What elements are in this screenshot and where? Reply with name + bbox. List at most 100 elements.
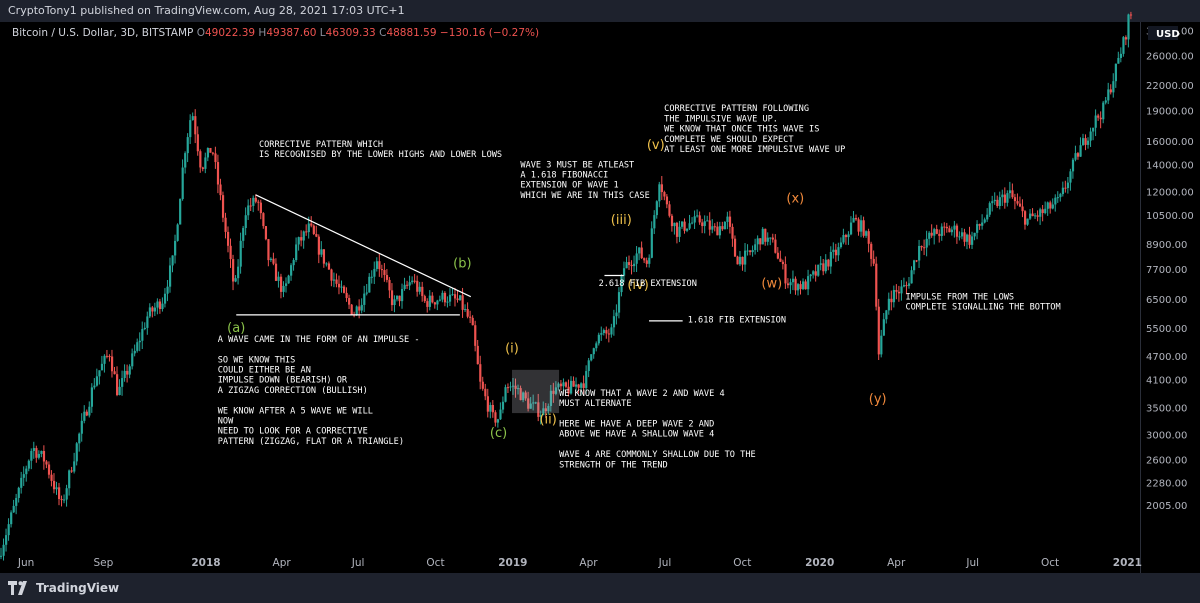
candle-body — [436, 300, 439, 305]
candle-body — [229, 245, 232, 260]
candle-body — [978, 224, 981, 226]
candle-body — [1016, 201, 1019, 204]
candle-body — [325, 263, 328, 265]
candle-body — [496, 419, 500, 423]
candle-body — [590, 354, 593, 361]
candle-body — [925, 238, 928, 248]
candle-body — [156, 301, 159, 308]
tradingview-logo[interactable]: TradingView — [8, 581, 119, 595]
candle-body — [849, 222, 853, 235]
price-chart[interactable]: (a)(b)(c)(i)(ii)(iii)(iv)(v)(w)(x)(y) CO… — [0, 0, 1200, 573]
candle-body — [532, 402, 535, 404]
candle-body — [237, 266, 240, 279]
candle-body — [552, 390, 555, 394]
candle-body — [605, 330, 608, 334]
candle-body — [807, 276, 810, 290]
candle-body — [549, 390, 553, 406]
candle-body — [466, 309, 469, 317]
candle-body — [865, 231, 868, 236]
candle-body — [852, 217, 855, 223]
candle-body — [814, 271, 817, 276]
candle-body — [85, 411, 88, 416]
candle-body — [802, 281, 805, 290]
highlight-box — [511, 369, 560, 414]
candle-body — [199, 151, 202, 168]
candle-body — [272, 258, 275, 264]
y-tick-label: 3500.00 — [1146, 403, 1187, 414]
candle-body — [986, 214, 989, 220]
candle-body — [42, 451, 46, 462]
close-label: C — [379, 27, 387, 39]
candle-body — [1099, 117, 1102, 120]
candle-body — [378, 261, 381, 270]
candle-body — [774, 239, 777, 253]
candle-body — [345, 292, 348, 299]
candle-body — [554, 387, 558, 394]
candle-body — [22, 474, 25, 478]
low-label: L — [319, 27, 326, 39]
candle-body — [761, 228, 764, 245]
candle-body — [617, 292, 621, 313]
candle-body — [254, 197, 257, 202]
wave-label: (a) — [227, 321, 245, 336]
candle-body — [592, 348, 595, 355]
candle-body — [403, 284, 406, 290]
candle-body — [791, 278, 795, 283]
candle-body — [282, 285, 285, 292]
candle-body — [1092, 127, 1095, 132]
candle-body — [680, 221, 684, 227]
candle-body — [110, 356, 114, 372]
candle-body — [784, 264, 787, 284]
candle-body — [448, 294, 452, 302]
annotation-line: EXTENSION OF WAVE 1 — [520, 181, 618, 191]
high-value: 49387.60 — [266, 27, 317, 39]
candle-body — [1089, 131, 1092, 141]
candle-body — [141, 329, 144, 341]
candle-body — [1087, 140, 1090, 145]
candle-body — [585, 371, 588, 388]
candle-body — [214, 153, 217, 163]
candle-body — [834, 249, 838, 256]
annotation-line: WAVE 3 MUST BE ATLEAST — [520, 160, 634, 170]
candle-body — [413, 280, 416, 282]
candle-body — [539, 415, 542, 417]
candle-body — [726, 216, 729, 222]
candle-body — [461, 295, 464, 310]
candle-body — [98, 370, 101, 377]
x-tick-label: 2019 — [498, 557, 527, 569]
candle-body — [209, 147, 212, 153]
candle-body — [575, 384, 578, 387]
candle-body — [232, 259, 235, 282]
candle-body — [93, 385, 96, 388]
candle-body — [224, 217, 227, 232]
annotation-line: WE KNOW THAT A WAVE 2 AND WAVE 4 — [559, 389, 725, 399]
candle-body — [1001, 194, 1004, 198]
candle-body — [401, 289, 404, 302]
candle-body — [1084, 138, 1087, 145]
candle-body — [635, 253, 638, 264]
candle-body — [701, 222, 704, 227]
candle-body — [343, 286, 346, 293]
candle-body — [648, 257, 651, 264]
candle-body — [524, 392, 527, 399]
candle-body — [20, 477, 23, 488]
candle-body — [738, 256, 742, 265]
candle-body — [918, 245, 921, 261]
candle-body — [665, 196, 669, 205]
candle-body — [935, 229, 938, 234]
price-axis[interactable] — [1140, 22, 1200, 573]
candle-body — [239, 240, 242, 267]
wave-label: (ii) — [539, 413, 556, 428]
annotation-line: COULD EITHER BE AN — [218, 366, 311, 376]
candle-body — [839, 242, 843, 248]
candle-body — [809, 274, 812, 277]
candle-body — [1036, 215, 1039, 217]
candle-body — [416, 280, 419, 292]
candle-body — [310, 223, 313, 226]
annotation-line: THE IMPULSIVE WAVE UP. — [664, 114, 778, 124]
candle-body — [1051, 204, 1054, 209]
candle-body — [1107, 89, 1110, 101]
annotation-line: HERE WE HAVE A DEEP WAVE 2 AND — [559, 419, 714, 429]
